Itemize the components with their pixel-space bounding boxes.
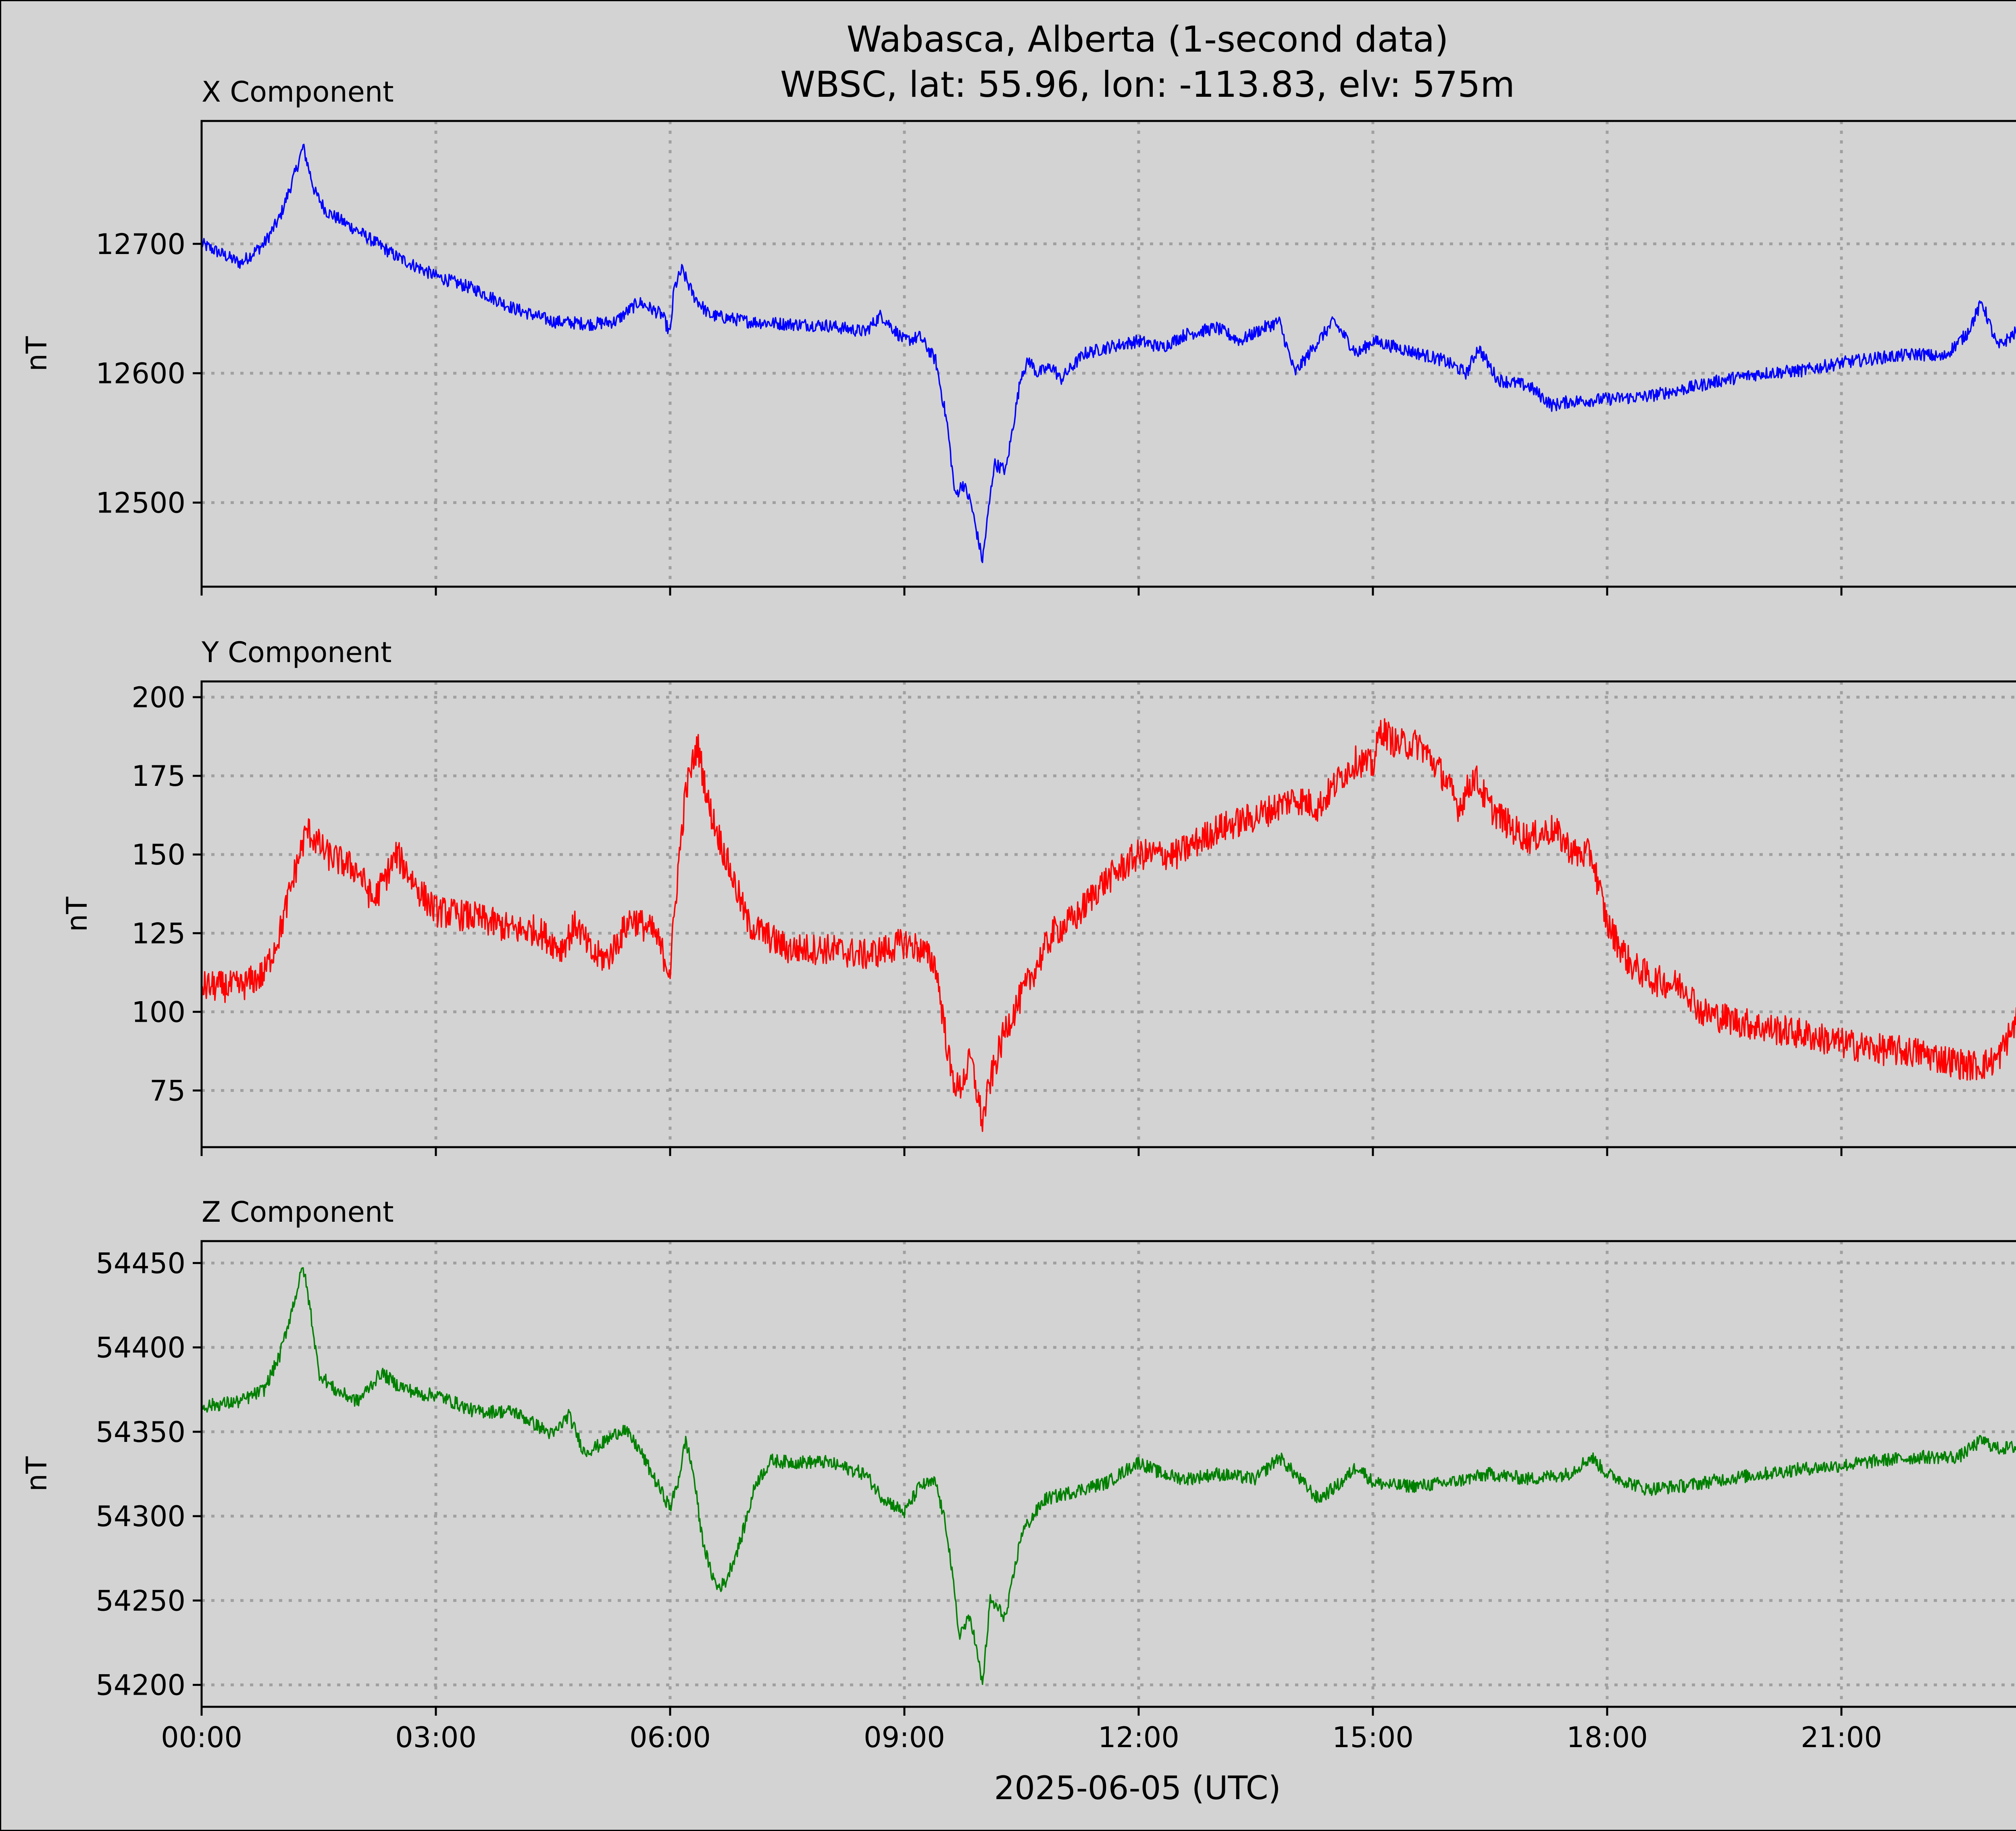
y-tick-label: 12700 bbox=[96, 228, 185, 261]
y-axis-label: nT bbox=[20, 1456, 53, 1491]
panel-title: Z Component bbox=[202, 1196, 394, 1229]
y-tick-label: 200 bbox=[131, 681, 185, 714]
x-tick-label: 12:00 bbox=[1098, 1721, 1179, 1754]
panels: X Component 12500 12600 12700 nT Y Component 7… bbox=[20, 75, 2016, 1754]
y-tick-label: 54300 bbox=[96, 1500, 185, 1533]
y-tick-label: 12600 bbox=[96, 357, 185, 390]
y-tick-label: 54450 bbox=[96, 1247, 185, 1280]
y-tick-label: 75 bbox=[150, 1075, 185, 1108]
panel-3: Z Component 54200 54250 54300 54350 54400 5445… bbox=[20, 1196, 2016, 1754]
x-tick-label: 09:00 bbox=[864, 1721, 945, 1754]
y-tick-label: 54250 bbox=[96, 1584, 185, 1617]
y-tick-label: 54350 bbox=[96, 1416, 185, 1449]
x-tick-label: 18:00 bbox=[1566, 1721, 1648, 1754]
series-line bbox=[201, 144, 2016, 563]
chart-title-line2: WBSC, lat: 55.96, lon: -113.83, elv: 575… bbox=[780, 64, 1515, 105]
panel-title: X Component bbox=[202, 75, 394, 108]
y-tick-label: 12500 bbox=[96, 486, 185, 519]
panel-2: Y Component 75 100 125 150 175 200 nT bbox=[60, 636, 2016, 1156]
x-tick-label: 06:00 bbox=[629, 1721, 711, 1754]
y-axis-label: nT bbox=[20, 336, 53, 371]
y-tick-label: 54200 bbox=[96, 1669, 185, 1702]
x-axis-label: 2025-06-05 (UTC) bbox=[994, 1769, 1281, 1807]
x-tick-label: 00:00 bbox=[161, 1721, 242, 1754]
y-tick-label: 100 bbox=[131, 996, 185, 1029]
x-tick-label: 21:00 bbox=[1801, 1721, 1882, 1754]
series-line bbox=[201, 718, 2016, 1132]
series-line bbox=[201, 1267, 2016, 1685]
panel-1: X Component 12500 12600 12700 nT bbox=[20, 75, 2016, 596]
y-tick-label: 150 bbox=[131, 838, 185, 871]
x-tick-label: 03:00 bbox=[395, 1721, 477, 1754]
y-axis-label: nT bbox=[60, 897, 94, 932]
y-tick-label: 175 bbox=[131, 760, 185, 793]
x-tick-label: 15:00 bbox=[1332, 1721, 1414, 1754]
y-tick-label: 54400 bbox=[96, 1331, 185, 1364]
panel-title: Y Component bbox=[201, 636, 392, 669]
chart-title-line1: Wabasca, Alberta (1-second data) bbox=[847, 19, 1449, 60]
y-tick-label: 125 bbox=[131, 917, 185, 950]
